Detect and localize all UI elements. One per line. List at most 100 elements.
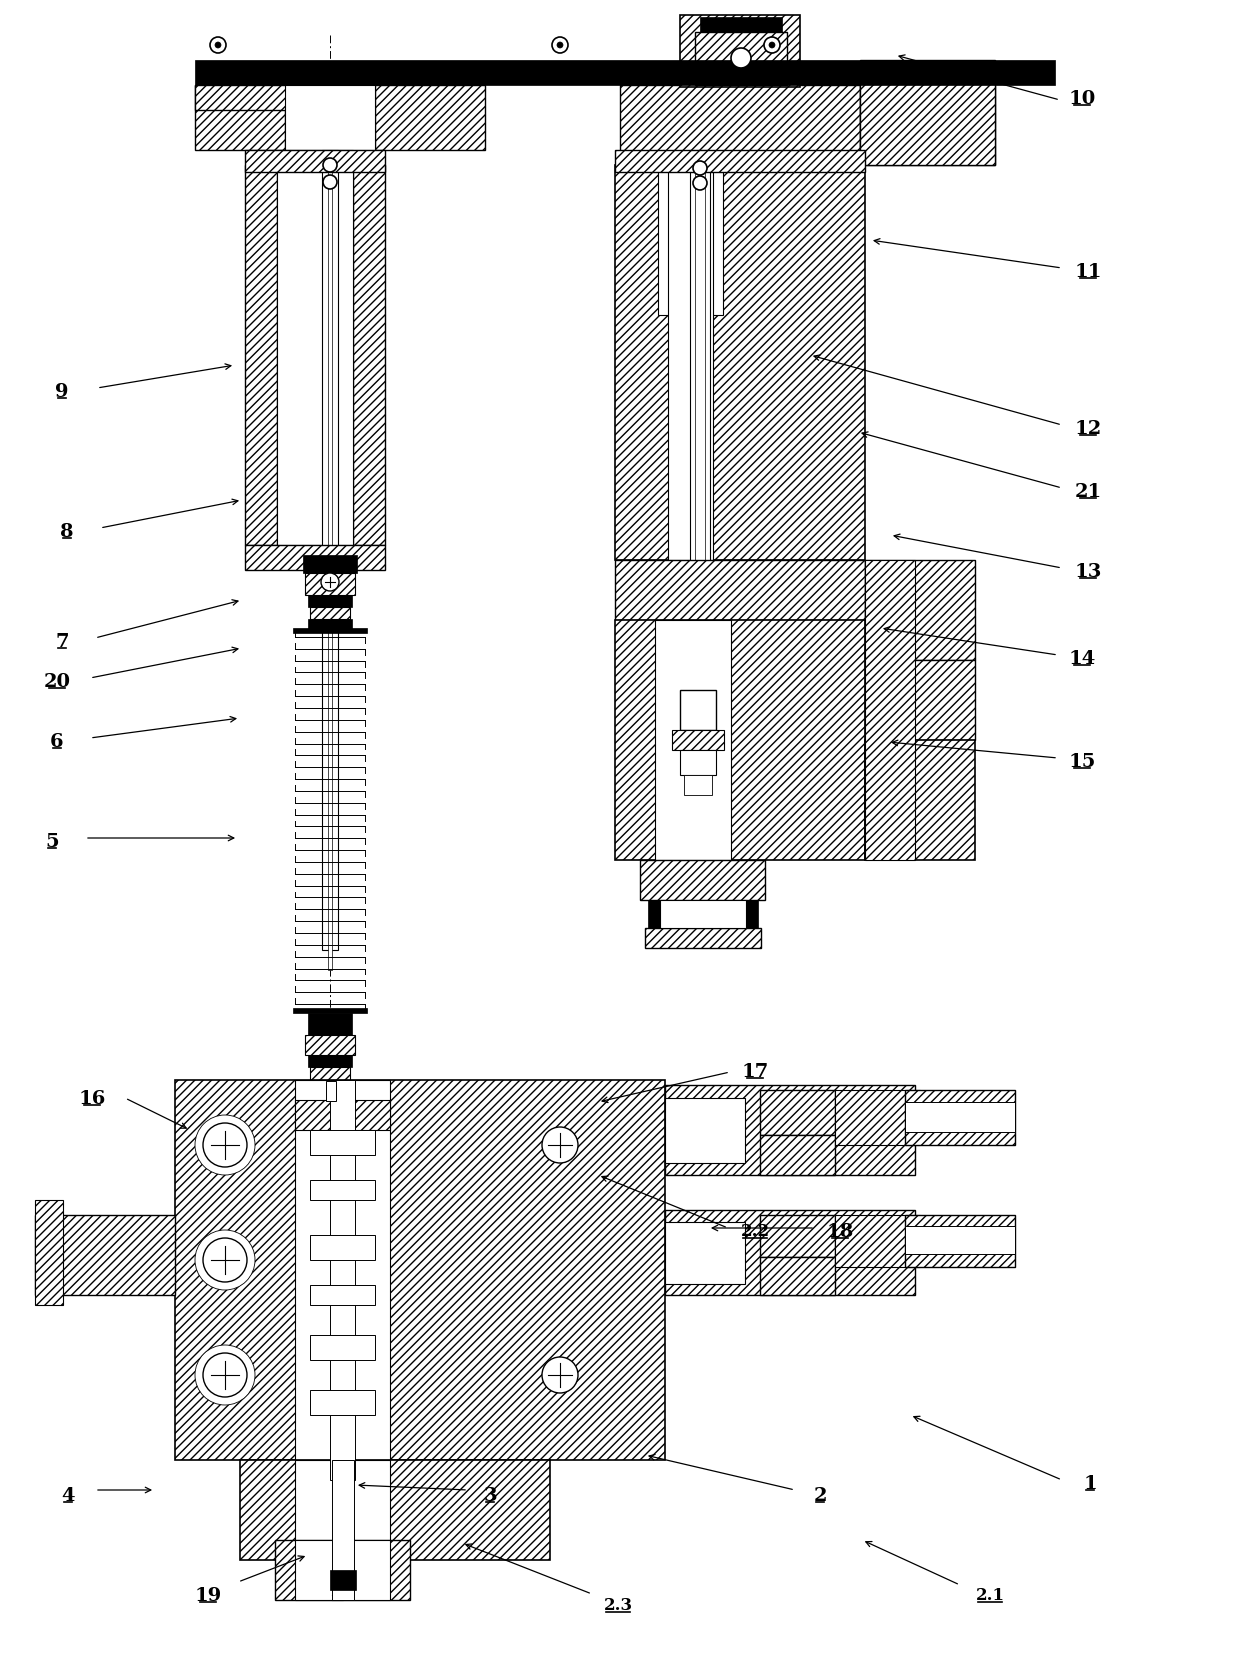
Bar xyxy=(332,1460,353,1600)
Bar xyxy=(195,84,396,111)
Bar xyxy=(615,560,866,620)
Bar xyxy=(680,689,715,731)
Bar xyxy=(35,1215,175,1294)
Circle shape xyxy=(557,41,563,48)
Circle shape xyxy=(693,175,707,190)
Text: 12: 12 xyxy=(1074,420,1101,438)
Bar xyxy=(293,628,367,633)
Text: 5: 5 xyxy=(45,833,58,851)
Bar xyxy=(694,150,706,590)
Bar xyxy=(665,1210,915,1294)
Bar xyxy=(326,1081,336,1101)
Text: 1: 1 xyxy=(1083,1474,1097,1493)
Bar xyxy=(310,1284,374,1304)
Text: 20: 20 xyxy=(43,673,71,691)
Circle shape xyxy=(203,1122,247,1167)
Text: 2.3: 2.3 xyxy=(604,1597,632,1613)
Bar xyxy=(308,1013,352,1035)
Bar xyxy=(640,860,765,899)
Bar xyxy=(760,1215,835,1256)
Bar xyxy=(905,1103,1016,1132)
Bar xyxy=(839,1222,915,1260)
Circle shape xyxy=(542,1127,578,1164)
Bar xyxy=(330,1079,355,1479)
Circle shape xyxy=(195,1346,255,1405)
Circle shape xyxy=(321,574,339,592)
Bar xyxy=(689,150,711,570)
Bar xyxy=(866,560,975,660)
Text: 14: 14 xyxy=(1069,650,1096,668)
Bar xyxy=(701,17,782,31)
Bar xyxy=(760,1089,835,1136)
Bar xyxy=(295,1541,391,1600)
Bar xyxy=(195,84,285,150)
Bar xyxy=(246,165,277,545)
Bar xyxy=(615,620,866,860)
Bar xyxy=(839,1098,915,1136)
Bar xyxy=(35,1200,63,1304)
Bar xyxy=(285,150,374,175)
Circle shape xyxy=(542,1357,578,1393)
Text: 17: 17 xyxy=(742,1063,769,1081)
Bar xyxy=(615,150,866,172)
Circle shape xyxy=(732,48,751,68)
Circle shape xyxy=(764,36,780,53)
Bar xyxy=(658,165,723,316)
Text: 9: 9 xyxy=(56,383,68,402)
Bar xyxy=(684,775,712,795)
Bar xyxy=(310,1066,350,1081)
Bar xyxy=(310,1180,374,1200)
Bar xyxy=(285,84,374,150)
Bar xyxy=(293,1008,367,1013)
Bar xyxy=(310,1131,374,1155)
Text: 7: 7 xyxy=(56,633,68,651)
Circle shape xyxy=(210,36,226,53)
Bar xyxy=(308,595,352,607)
Bar xyxy=(835,1089,920,1146)
Bar xyxy=(353,165,384,545)
Bar xyxy=(35,1235,63,1278)
Circle shape xyxy=(693,160,707,175)
Text: 19: 19 xyxy=(195,1587,222,1605)
Bar xyxy=(374,84,485,150)
Bar xyxy=(195,60,1055,84)
Bar xyxy=(322,150,339,950)
Bar xyxy=(246,545,384,570)
Bar xyxy=(330,1570,356,1590)
Text: 16: 16 xyxy=(78,1089,105,1108)
Bar xyxy=(310,607,350,618)
Circle shape xyxy=(769,41,775,48)
Circle shape xyxy=(195,1116,255,1175)
Text: 2: 2 xyxy=(813,1488,827,1504)
Text: 2.1: 2.1 xyxy=(976,1587,1004,1603)
Bar xyxy=(246,150,384,172)
Bar xyxy=(620,84,861,165)
Text: 4: 4 xyxy=(61,1488,74,1504)
Bar xyxy=(835,1215,920,1266)
Text: 3: 3 xyxy=(484,1488,497,1504)
Bar xyxy=(308,1055,352,1066)
Bar xyxy=(615,165,866,560)
Bar xyxy=(665,1222,745,1284)
Bar xyxy=(305,574,355,595)
Bar xyxy=(905,1089,1016,1146)
Bar xyxy=(295,1099,391,1131)
Text: 21: 21 xyxy=(1074,483,1101,501)
Bar xyxy=(694,31,787,84)
Circle shape xyxy=(215,41,221,48)
Bar xyxy=(277,150,353,545)
Bar xyxy=(665,1084,915,1175)
Bar xyxy=(866,660,975,741)
Bar xyxy=(310,1336,374,1360)
Text: 8: 8 xyxy=(61,522,73,541)
Text: 15: 15 xyxy=(1069,754,1096,770)
Bar xyxy=(668,165,713,560)
Bar xyxy=(308,618,352,631)
Bar xyxy=(655,620,732,860)
Bar xyxy=(861,60,994,165)
Bar xyxy=(310,1390,374,1415)
Circle shape xyxy=(322,159,337,172)
Text: 13: 13 xyxy=(1074,564,1101,580)
Bar xyxy=(672,731,724,750)
Bar xyxy=(295,1460,391,1560)
